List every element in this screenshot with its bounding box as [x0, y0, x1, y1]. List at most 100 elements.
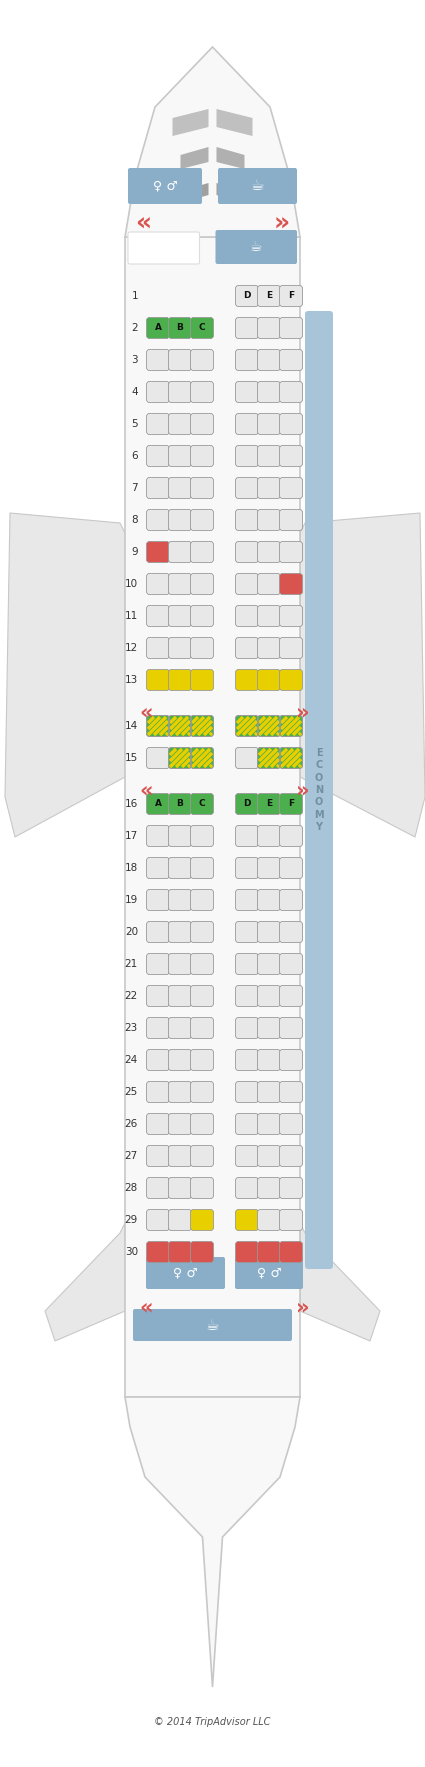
FancyBboxPatch shape — [280, 716, 303, 737]
FancyBboxPatch shape — [280, 1177, 303, 1198]
FancyBboxPatch shape — [280, 445, 303, 466]
FancyBboxPatch shape — [235, 1177, 258, 1198]
Text: C: C — [198, 799, 205, 809]
FancyBboxPatch shape — [258, 445, 281, 466]
FancyBboxPatch shape — [258, 1018, 281, 1039]
Text: ☕: ☕ — [206, 1318, 219, 1332]
FancyBboxPatch shape — [235, 825, 258, 846]
FancyBboxPatch shape — [258, 606, 281, 627]
Text: 11: 11 — [125, 611, 138, 620]
FancyBboxPatch shape — [147, 1242, 170, 1262]
Text: 8: 8 — [131, 514, 138, 525]
FancyBboxPatch shape — [190, 922, 213, 942]
FancyBboxPatch shape — [147, 1113, 170, 1134]
FancyBboxPatch shape — [280, 1209, 303, 1230]
FancyBboxPatch shape — [190, 413, 213, 435]
FancyBboxPatch shape — [168, 1209, 192, 1230]
Text: 15: 15 — [125, 753, 138, 763]
Polygon shape — [5, 512, 125, 838]
Text: 3: 3 — [131, 355, 138, 366]
FancyBboxPatch shape — [168, 1145, 192, 1166]
Polygon shape — [125, 48, 300, 237]
FancyBboxPatch shape — [168, 1050, 192, 1071]
FancyBboxPatch shape — [190, 1209, 213, 1230]
Text: E: E — [266, 799, 272, 809]
FancyBboxPatch shape — [147, 747, 170, 769]
FancyBboxPatch shape — [280, 1113, 303, 1134]
Text: 16: 16 — [125, 799, 138, 809]
FancyBboxPatch shape — [235, 1145, 258, 1166]
Text: ♀ ♂: ♀ ♂ — [257, 1267, 281, 1279]
FancyBboxPatch shape — [125, 237, 300, 1398]
FancyBboxPatch shape — [147, 413, 170, 435]
FancyBboxPatch shape — [235, 793, 258, 815]
Text: 13: 13 — [125, 675, 138, 686]
FancyBboxPatch shape — [190, 793, 213, 815]
FancyBboxPatch shape — [258, 1242, 281, 1262]
Polygon shape — [216, 110, 252, 136]
FancyBboxPatch shape — [190, 541, 213, 562]
Text: 4: 4 — [131, 387, 138, 398]
Text: »: » — [296, 701, 310, 723]
FancyBboxPatch shape — [258, 986, 281, 1007]
FancyBboxPatch shape — [190, 1081, 213, 1103]
FancyBboxPatch shape — [280, 857, 303, 878]
Text: A: A — [155, 799, 162, 809]
Text: B: B — [176, 799, 184, 809]
FancyBboxPatch shape — [258, 954, 281, 974]
FancyBboxPatch shape — [190, 747, 213, 769]
FancyBboxPatch shape — [146, 1256, 225, 1288]
FancyBboxPatch shape — [147, 574, 170, 594]
FancyBboxPatch shape — [215, 230, 297, 263]
FancyBboxPatch shape — [147, 857, 170, 878]
FancyBboxPatch shape — [280, 825, 303, 846]
FancyBboxPatch shape — [235, 477, 258, 498]
FancyBboxPatch shape — [168, 825, 192, 846]
FancyBboxPatch shape — [147, 889, 170, 910]
FancyBboxPatch shape — [280, 670, 303, 691]
FancyBboxPatch shape — [235, 606, 258, 627]
FancyBboxPatch shape — [147, 638, 170, 659]
FancyBboxPatch shape — [168, 857, 192, 878]
FancyBboxPatch shape — [258, 318, 281, 339]
Text: 17: 17 — [125, 830, 138, 841]
Text: »: » — [296, 779, 310, 800]
FancyBboxPatch shape — [190, 1050, 213, 1071]
FancyBboxPatch shape — [235, 1242, 258, 1262]
FancyBboxPatch shape — [235, 1256, 303, 1288]
FancyBboxPatch shape — [235, 954, 258, 974]
FancyBboxPatch shape — [258, 889, 281, 910]
FancyBboxPatch shape — [258, 350, 281, 371]
Text: ♀ ♂: ♀ ♂ — [153, 180, 177, 193]
FancyBboxPatch shape — [147, 541, 170, 562]
FancyBboxPatch shape — [190, 318, 213, 339]
FancyBboxPatch shape — [280, 541, 303, 562]
FancyBboxPatch shape — [147, 1145, 170, 1166]
FancyBboxPatch shape — [235, 986, 258, 1007]
FancyBboxPatch shape — [258, 1081, 281, 1103]
FancyBboxPatch shape — [258, 1145, 281, 1166]
FancyBboxPatch shape — [147, 922, 170, 942]
Text: B: B — [176, 323, 184, 332]
FancyBboxPatch shape — [280, 638, 303, 659]
FancyBboxPatch shape — [258, 857, 281, 878]
Text: 18: 18 — [125, 862, 138, 873]
FancyBboxPatch shape — [168, 1018, 192, 1039]
FancyBboxPatch shape — [235, 1018, 258, 1039]
Text: E: E — [266, 292, 272, 300]
FancyBboxPatch shape — [258, 638, 281, 659]
FancyBboxPatch shape — [168, 606, 192, 627]
FancyBboxPatch shape — [190, 1177, 213, 1198]
FancyBboxPatch shape — [258, 793, 281, 815]
FancyBboxPatch shape — [258, 922, 281, 942]
Text: 2: 2 — [131, 323, 138, 332]
FancyBboxPatch shape — [190, 477, 213, 498]
FancyBboxPatch shape — [258, 1113, 281, 1134]
FancyBboxPatch shape — [235, 638, 258, 659]
FancyBboxPatch shape — [147, 1050, 170, 1071]
FancyBboxPatch shape — [168, 413, 192, 435]
Text: 20: 20 — [125, 928, 138, 937]
Polygon shape — [187, 184, 209, 201]
Text: 26: 26 — [125, 1119, 138, 1129]
FancyBboxPatch shape — [168, 638, 192, 659]
